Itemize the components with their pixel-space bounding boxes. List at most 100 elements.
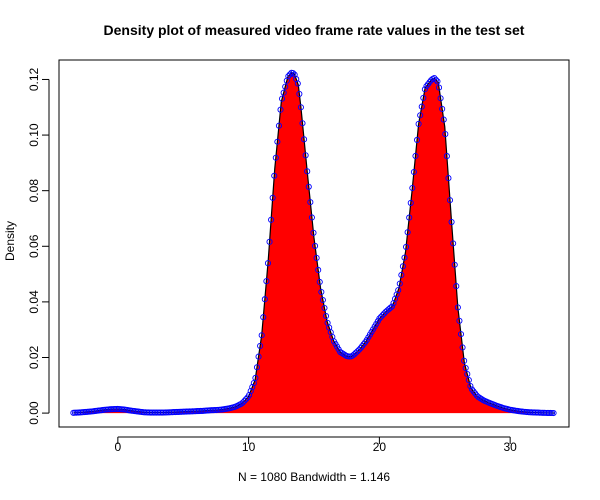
density-point-114 <box>249 384 256 391</box>
density-point-124 <box>264 260 272 267</box>
y-tick-label-4: 0.08 <box>27 179 41 203</box>
density-layer <box>73 71 555 414</box>
density-point-118 <box>255 353 262 360</box>
density-point-109 <box>241 397 248 404</box>
x-tick-label-0: 0 <box>115 440 122 454</box>
x-tick-label-3: 30 <box>503 440 517 454</box>
density-point-147 <box>301 136 308 143</box>
density-point-243 <box>451 261 458 268</box>
density-point-149 <box>304 168 311 175</box>
density-point-112 <box>246 392 253 399</box>
density-point-143 <box>294 80 301 87</box>
density-point-240 <box>446 197 454 204</box>
density-point-133 <box>279 95 286 102</box>
density-point-224 <box>421 86 428 93</box>
density-point-203 <box>388 303 395 310</box>
density-point-137 <box>285 73 292 80</box>
density-point-228 <box>428 77 435 84</box>
density-point-232 <box>434 78 441 85</box>
density-point-157 <box>316 278 323 286</box>
density-point-155 <box>313 254 320 262</box>
y-axis: 0.00 0.02 0.04 0.06 0.08 0.10 0.12 <box>27 67 50 425</box>
density-point-219 <box>413 136 421 144</box>
density-point-153 <box>310 229 317 236</box>
density-point-244 <box>453 283 460 290</box>
density-point-223 <box>420 94 427 101</box>
y-tick-label-1: 0.02 <box>27 345 41 369</box>
density-point-196 <box>377 313 385 320</box>
density-point-145 <box>297 104 304 111</box>
density-point-154 <box>311 242 319 249</box>
density-point-258 <box>475 393 482 400</box>
density-point-260 <box>478 395 485 402</box>
density-point-182 <box>355 346 363 353</box>
y-tick-label-6: 0.12 <box>27 67 41 91</box>
density-point-108 <box>239 399 246 406</box>
density-point-198 <box>381 310 388 317</box>
plot-frame <box>58 59 570 428</box>
density-point-119 <box>257 342 264 349</box>
density-point-126 <box>268 216 275 223</box>
density-point-245 <box>454 304 461 311</box>
density-point-251 <box>464 371 471 378</box>
density-point-197 <box>379 312 386 319</box>
density-point-234 <box>437 95 444 102</box>
density-point-132 <box>277 106 284 113</box>
y-tick-label-2: 0.04 <box>27 290 41 314</box>
density-point-117 <box>253 364 261 371</box>
density-point-252 <box>465 377 472 384</box>
density-point-131 <box>275 122 283 129</box>
density-point-210 <box>399 263 406 270</box>
density-point-170 <box>337 348 344 355</box>
density-point-216 <box>409 184 416 192</box>
density-point-134 <box>280 89 287 96</box>
density-point-215 <box>407 199 414 206</box>
x-tick-label-2: 20 <box>373 440 387 454</box>
density-point-233 <box>435 84 443 91</box>
density-point-246 <box>456 317 463 324</box>
density-point-161 <box>322 312 330 320</box>
density-point-230 <box>431 75 438 82</box>
density-points <box>70 69 557 417</box>
density-point-159 <box>319 296 326 304</box>
density-point-212 <box>403 243 410 250</box>
density-point-214 <box>406 214 413 221</box>
density-point-221 <box>417 112 424 119</box>
density-point-172 <box>340 350 347 357</box>
density-point-120 <box>258 332 265 339</box>
density-point-202 <box>387 304 394 311</box>
y-tick-label-0: 0.00 <box>27 401 41 425</box>
density-point-235 <box>439 105 446 112</box>
density-point-222 <box>418 103 425 110</box>
density-point-237 <box>442 131 449 138</box>
density-point-209 <box>398 271 405 279</box>
density-point-195 <box>376 315 383 322</box>
x-tick-label-1: 10 <box>242 440 256 454</box>
y-tick-label-3: 0.06 <box>27 234 41 258</box>
density-point-171 <box>338 349 345 356</box>
density-point-250 <box>462 365 469 372</box>
density-point-125 <box>266 238 273 245</box>
density-point-239 <box>445 175 452 182</box>
density-point-113 <box>247 388 254 395</box>
density-point-241 <box>448 218 455 226</box>
density-point-236 <box>440 116 447 123</box>
density-point-231 <box>432 76 439 83</box>
x-axis: 0 10 20 30 <box>115 436 517 454</box>
density-point-259 <box>476 394 483 401</box>
density-point-181 <box>354 348 361 355</box>
density-point-156 <box>315 266 322 274</box>
density-point-218 <box>412 152 419 160</box>
density-point-135 <box>282 83 289 90</box>
chart-title: Density plot of measured video frame rat… <box>104 22 525 38</box>
density-point-208 <box>396 280 403 287</box>
density-point-248 <box>459 344 466 351</box>
density-point-127 <box>269 194 276 201</box>
density-point-110 <box>242 396 250 403</box>
density-point-160 <box>321 304 328 312</box>
density-point-211 <box>401 254 408 261</box>
density-point-306 <box>550 409 557 417</box>
x-axis-label: N = 1080 Bandwidth = 1.146 <box>238 470 390 484</box>
